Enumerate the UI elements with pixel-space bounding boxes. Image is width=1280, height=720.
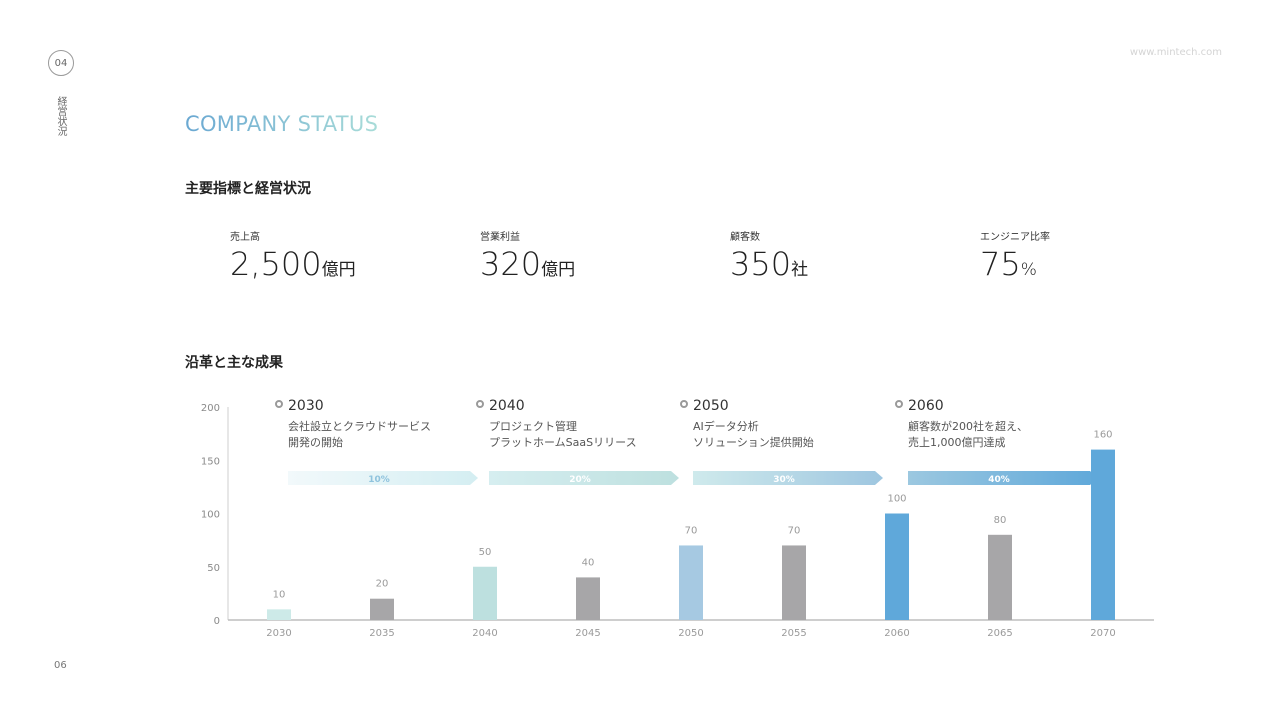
y-tick-label: 200 xyxy=(201,403,220,414)
bar xyxy=(1091,449,1115,620)
milestone-desc-line1: 顧客数が200社を超え、 xyxy=(908,419,1028,433)
milestone-year: 2050 xyxy=(693,398,729,414)
kpi-value: 350社 xyxy=(730,245,809,283)
bar xyxy=(267,609,291,620)
section-vertical-label: 経営状況 xyxy=(55,96,66,136)
y-tick-label: 150 xyxy=(201,456,220,467)
x-tick-label: 2050 xyxy=(678,628,703,639)
kpi-label: 売上高 xyxy=(230,232,260,243)
kpi-unit: % xyxy=(1020,260,1037,280)
x-tick-label: 2035 xyxy=(369,628,394,639)
kpi-label: 営業利益 xyxy=(480,232,520,243)
x-tick-label: 2065 xyxy=(987,628,1012,639)
kpi-unit: 億円 xyxy=(321,260,356,280)
bar-value-label: 70 xyxy=(685,525,698,536)
kpi-customers: 顧客数 350社 xyxy=(730,228,808,288)
footer-page-number: 06 xyxy=(54,660,67,671)
bar-value-label: 160 xyxy=(1093,430,1112,441)
milestone-desc-line1: 会社設立とクラウドサービス xyxy=(288,419,431,433)
kpi-unit: 億円 xyxy=(541,260,576,280)
x-tick-label: 2070 xyxy=(1090,628,1115,639)
milestone-dot-icon xyxy=(275,400,283,408)
progress-arrow xyxy=(288,471,478,485)
progress-arrow xyxy=(908,471,1098,485)
milestone-desc-line2: 開発の開始 xyxy=(288,435,343,449)
kpi-value: 2,500億円 xyxy=(230,245,356,283)
kpi-label: 顧客数 xyxy=(730,232,760,243)
x-tick-label: 2060 xyxy=(884,628,909,639)
kpi-value: 320億円 xyxy=(480,245,576,283)
y-tick-label: 0 xyxy=(214,616,220,627)
bar xyxy=(782,545,806,620)
progress-percent-label: 20% xyxy=(569,475,591,485)
bar xyxy=(679,545,703,620)
bar-value-label: 20 xyxy=(376,579,389,590)
kpi-label: エンジニア比率 xyxy=(980,232,1050,243)
progress-arrow xyxy=(489,471,679,485)
bar xyxy=(885,513,909,620)
bar-value-label: 80 xyxy=(994,515,1007,526)
milestone-year: 2040 xyxy=(489,398,525,414)
kpi-revenue: 売上高 2,500億円 xyxy=(230,228,356,288)
bar-value-label: 50 xyxy=(479,547,492,558)
bar-value-label: 100 xyxy=(887,494,906,505)
milestone-dot-icon xyxy=(476,400,484,408)
milestone-dot-icon xyxy=(680,400,688,408)
milestone-desc-line2: 売上1,000億円達成 xyxy=(908,436,1006,449)
x-tick-label: 2055 xyxy=(781,628,806,639)
bar-value-label: 40 xyxy=(582,557,595,568)
progress-percent-label: 30% xyxy=(773,475,795,485)
milestone-year: 2060 xyxy=(908,398,944,414)
website-url: www.mintech.com xyxy=(1129,47,1222,58)
bar-value-label: 70 xyxy=(788,525,801,536)
x-tick-label: 2030 xyxy=(266,628,291,639)
progress-percent-label: 10% xyxy=(368,475,390,485)
history-section-title: 沿革と主な成果 xyxy=(185,355,283,371)
progress-arrow xyxy=(693,471,883,485)
milestone-desc-line1: AIデータ分析 xyxy=(693,419,759,433)
kpi-unit: 社 xyxy=(791,260,809,280)
bar-value-label: 10 xyxy=(273,589,286,600)
x-tick-label: 2045 xyxy=(575,628,600,639)
x-tick-label: 2040 xyxy=(472,628,497,639)
bar xyxy=(370,598,394,620)
progress-percent-label: 40% xyxy=(988,475,1010,485)
bar xyxy=(473,566,497,620)
kpi-section-title: 主要指標と経営状況 xyxy=(185,181,311,197)
y-tick-label: 100 xyxy=(201,510,220,521)
page-number-badge: 04 xyxy=(48,50,74,76)
page-title: COMPANY STATUS xyxy=(185,112,379,136)
milestone-desc-line2: プラットホームSaaSリリース xyxy=(489,436,637,449)
milestone-dot-icon xyxy=(895,400,903,408)
y-tick-label: 50 xyxy=(207,563,220,574)
milestone-year: 2030 xyxy=(288,398,324,414)
milestone-desc-line1: プロジェクト管理 xyxy=(489,419,577,433)
milestone-desc-line2: ソリューション提供開始 xyxy=(693,435,814,449)
kpi-engineer-ratio: エンジニア比率 75% xyxy=(980,228,1050,288)
kpi-value: 75% xyxy=(980,245,1037,283)
kpi-operating-profit: 営業利益 320億円 xyxy=(480,228,575,288)
bar xyxy=(576,577,600,620)
bar xyxy=(988,534,1012,620)
